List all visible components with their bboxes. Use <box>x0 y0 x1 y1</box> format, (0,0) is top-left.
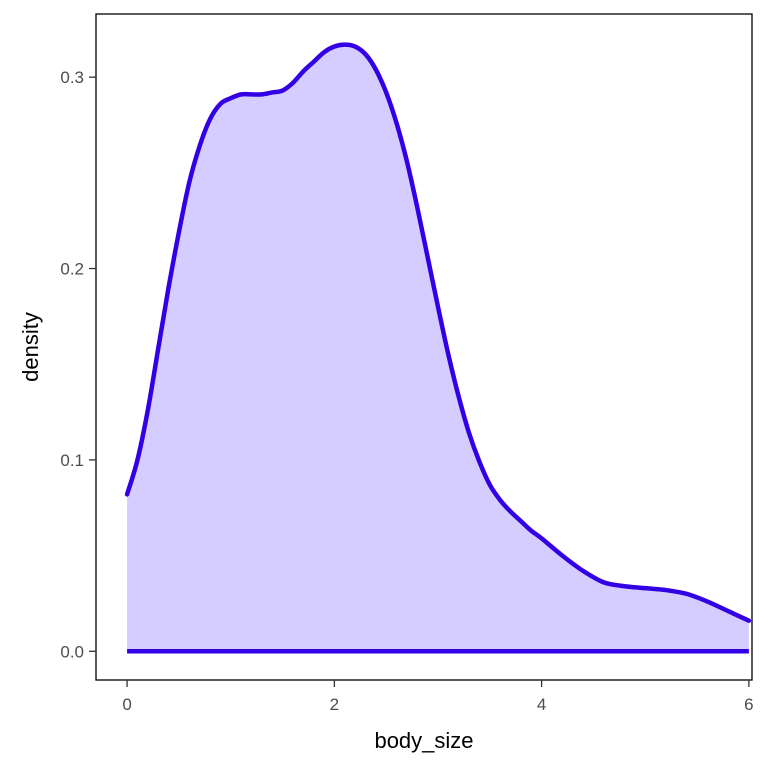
x-tick-label: 4 <box>537 695 546 714</box>
density-area-fill <box>127 44 749 652</box>
x-tick-label: 2 <box>330 695 339 714</box>
density-curve <box>124 42 752 623</box>
y-tick-label: 0.3 <box>60 68 84 87</box>
y-tick-label: 0.1 <box>60 451 84 470</box>
x-tick-label: 0 <box>122 695 131 714</box>
y-axis-title: density <box>18 312 43 382</box>
x-axis: 0 2 4 6 <box>122 680 754 714</box>
y-axis: 0.0 0.1 0.2 0.3 <box>60 68 96 661</box>
x-tick-label: 6 <box>744 695 753 714</box>
y-tick-label: 0.2 <box>60 260 84 279</box>
y-tick-label: 0.0 <box>60 642 84 661</box>
x-axis-title: body_size <box>374 728 473 753</box>
